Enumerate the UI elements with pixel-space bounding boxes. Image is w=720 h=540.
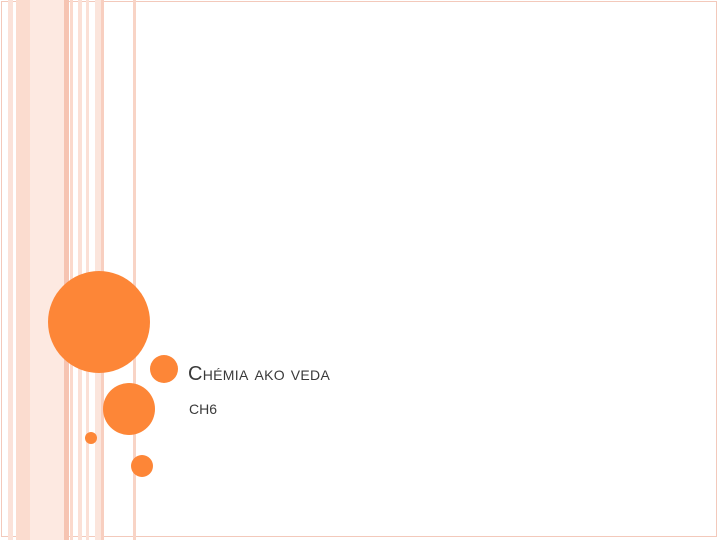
stripe: [95, 0, 101, 540]
stripe: [78, 0, 82, 540]
stripe: [133, 0, 136, 540]
stripe: [70, 0, 73, 540]
stripe: [8, 0, 13, 540]
slide-title: Chémia ako veda: [188, 363, 331, 385]
decorative-circle-small: [150, 355, 178, 383]
stripe: [30, 0, 64, 540]
stripe: [16, 0, 30, 540]
decorative-circle-large: [48, 271, 150, 373]
stripe: [86, 0, 89, 540]
decorative-circle-small: [131, 455, 153, 477]
decorative-stripes: [0, 0, 140, 540]
decorative-circle-medium: [103, 383, 155, 435]
stripe: [101, 0, 104, 540]
stripe: [64, 0, 69, 540]
decorative-circle-tiny: [85, 432, 97, 444]
slide-subtitle: CH6: [189, 401, 218, 417]
